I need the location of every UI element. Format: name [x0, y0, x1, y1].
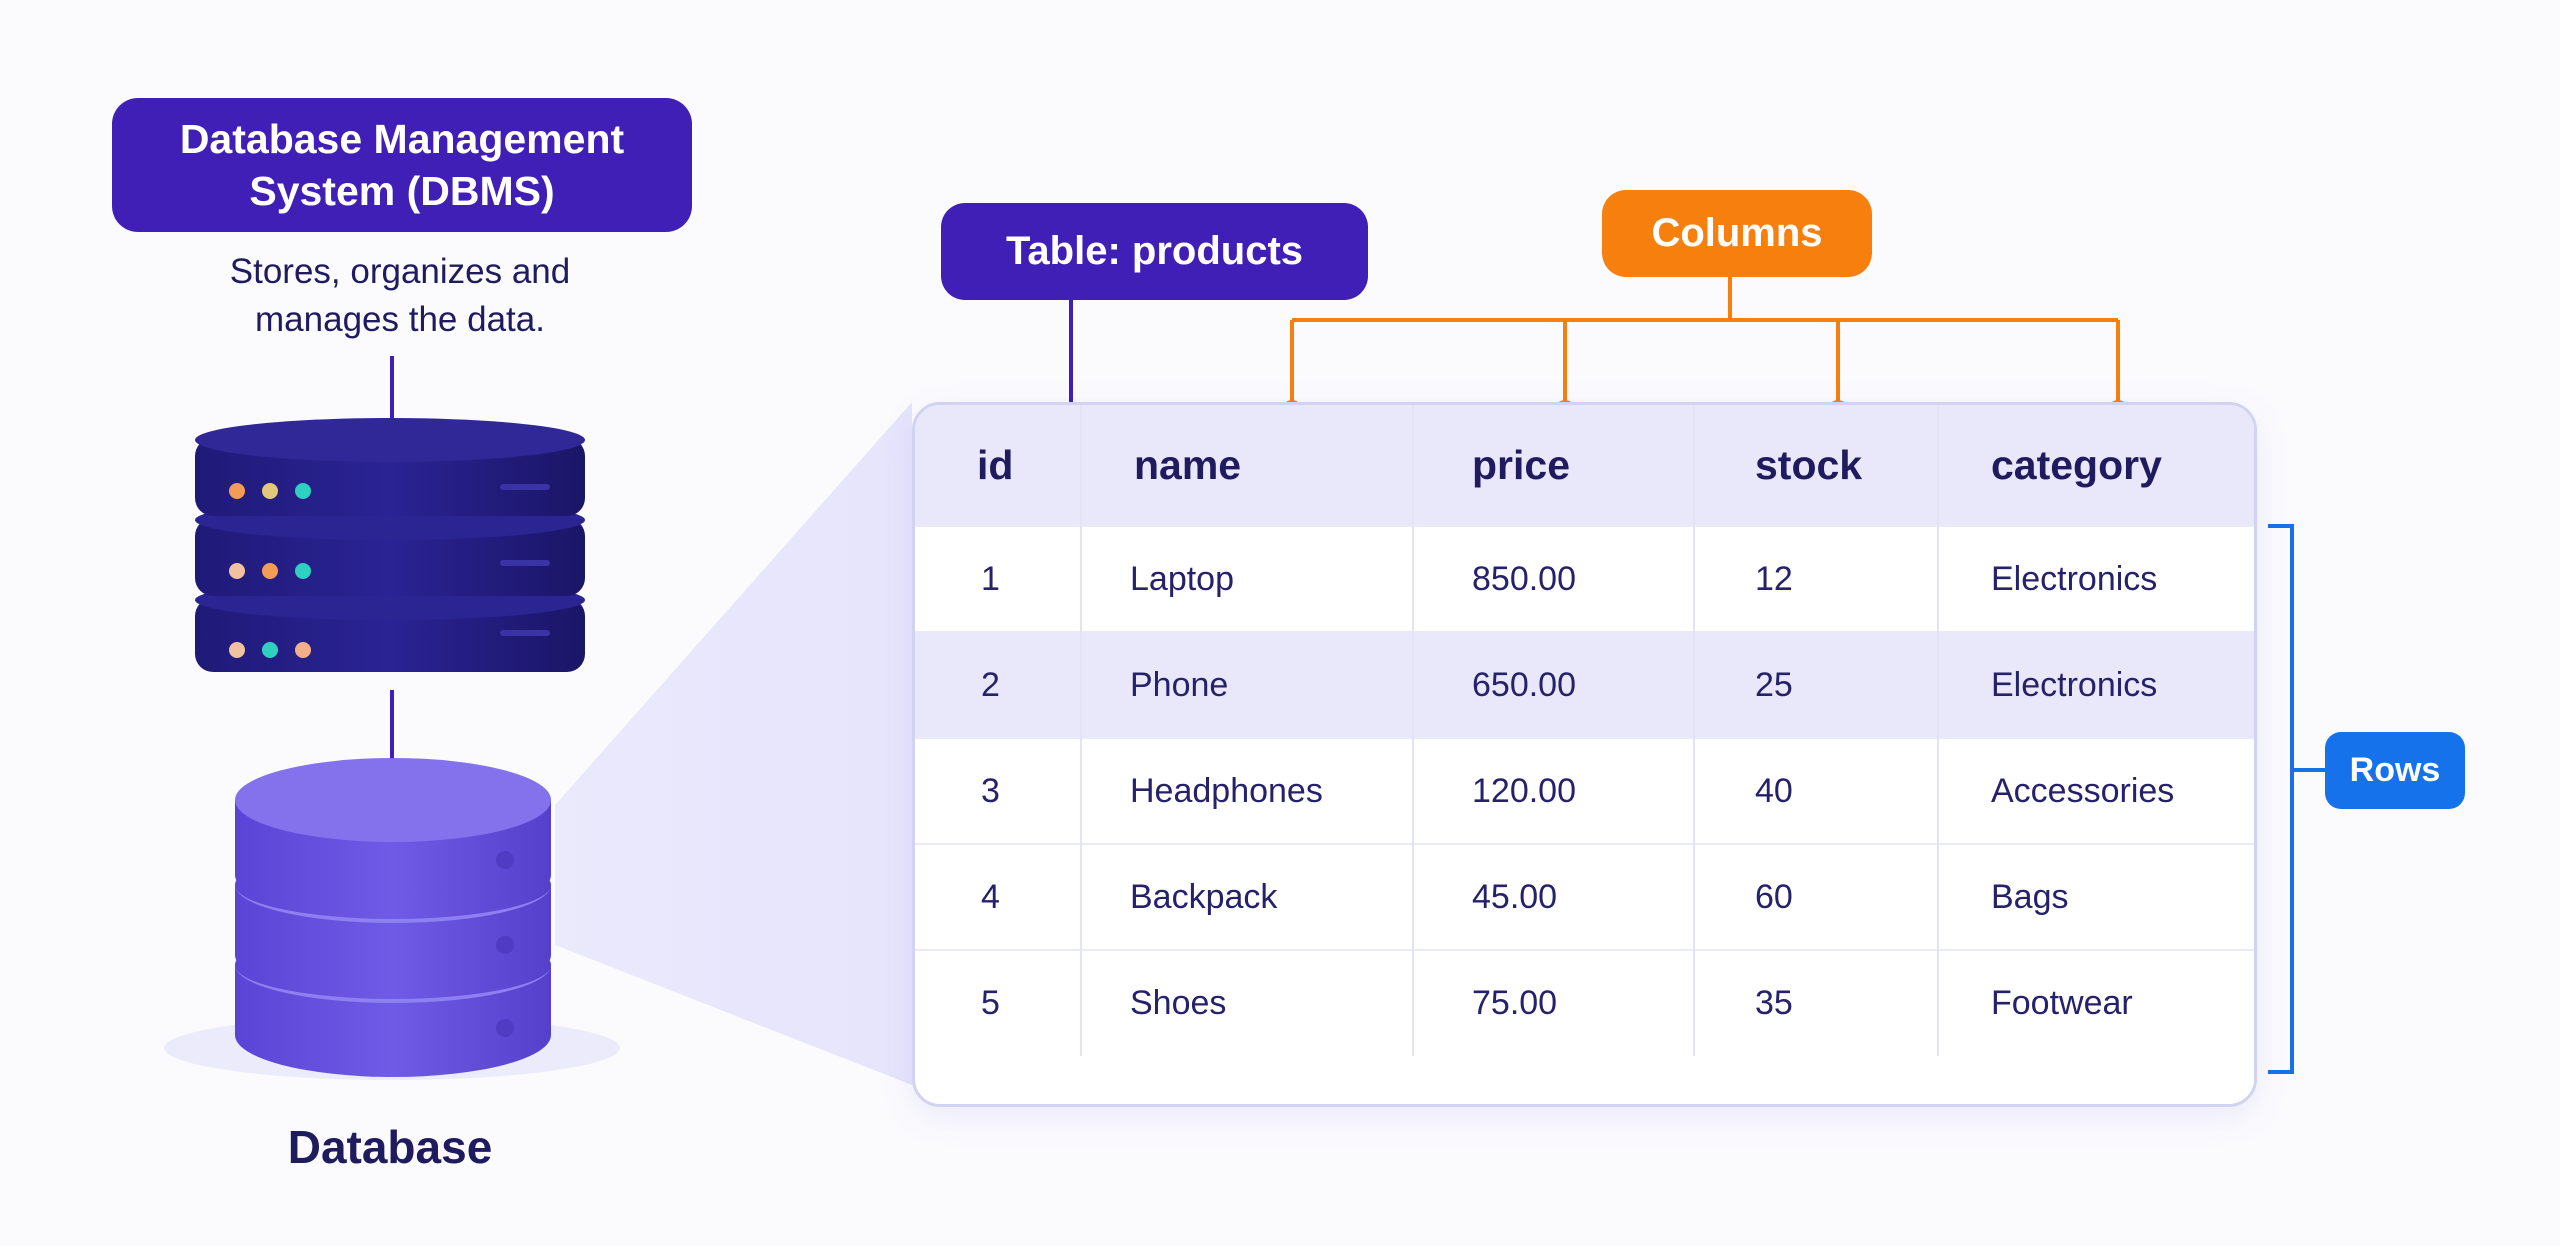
column-header: stock — [1694, 405, 1939, 526]
column-header: price — [1413, 405, 1695, 526]
table-cell: Laptop — [1081, 525, 1414, 632]
database-cylinder-icon — [235, 758, 551, 1077]
column-header: id — [915, 405, 1082, 526]
table-cell: 25 — [1694, 631, 1939, 738]
table-cell: 12 — [1694, 525, 1939, 632]
table-row: 4 Backpack 45.00 60 Bags — [915, 843, 2254, 950]
products-table: id name price stock category 1 Laptop 85… — [912, 402, 2257, 1107]
table-cell: Footwear — [1938, 949, 2254, 1056]
dbms-description: Stores, organizes and manages the data. — [229, 252, 571, 339]
table-row: 1 Laptop 850.00 12 Electronics — [915, 525, 2254, 632]
table-cell: 3 — [915, 737, 1082, 844]
rows-bracket — [2268, 524, 2325, 1074]
table-row: 5 Shoes 75.00 35 Footwear — [915, 949, 2254, 1056]
column-header: name — [1081, 405, 1414, 526]
table-cell: Headphones — [1081, 737, 1414, 844]
columns-label: Columns — [1602, 190, 1872, 277]
table-cell: 120.00 — [1413, 737, 1695, 844]
table-cell: 2 — [915, 631, 1082, 738]
dbms-title: Database Management System (DBMS) — [112, 98, 692, 232]
columns-bracket — [1290, 277, 2120, 410]
table-cell: Electronics — [1938, 525, 2254, 632]
table-cell: Backpack — [1081, 843, 1414, 950]
table-cell: 60 — [1694, 843, 1939, 950]
rows-label: Rows — [2325, 732, 2465, 809]
table-cell: 35 — [1694, 949, 1939, 1056]
table-name-label: Table: products — [941, 203, 1368, 300]
table-cell: 40 — [1694, 737, 1939, 844]
table-cell: Bags — [1938, 843, 2254, 950]
table-cell: 1 — [915, 525, 1082, 632]
table-row: 3 Headphones 120.00 40 Accessories — [915, 737, 2254, 844]
table-cell: Electronics — [1938, 631, 2254, 738]
table-cell: 45.00 — [1413, 843, 1695, 950]
table-cell: 850.00 — [1413, 525, 1695, 632]
table-cell: 75.00 — [1413, 949, 1695, 1056]
table-cell: Shoes — [1081, 949, 1414, 1056]
table-header-row: id name price stock category — [915, 405, 2254, 526]
table-cell: Phone — [1081, 631, 1414, 738]
table-cell: Accessories — [1938, 737, 2254, 844]
zoom-wedge — [555, 402, 912, 1085]
column-header: category — [1938, 405, 2254, 526]
table-cell: 4 — [915, 843, 1082, 950]
database-caption: Database — [287, 1121, 493, 1173]
table-cell: 650.00 — [1413, 631, 1695, 738]
table-cell: 5 — [915, 949, 1082, 1056]
table-row: 2 Phone 650.00 25 Electronics — [915, 631, 2254, 738]
